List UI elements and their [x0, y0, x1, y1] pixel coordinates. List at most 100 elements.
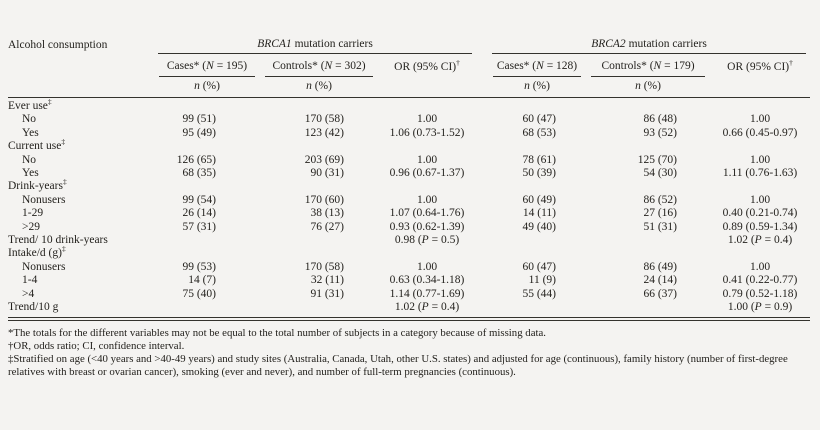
- brca1-controls-cell: 170 (60): [304, 193, 344, 206]
- group-gap: [476, 127, 488, 140]
- brca2-or-cell: [710, 140, 810, 153]
- brca2-cases-cell: 49 (40): [522, 220, 556, 233]
- brca2-cases-cell: [488, 247, 586, 260]
- brca1-or-cell: 1.06 (0.73-1.52): [389, 126, 465, 139]
- brca1-or-cell: 0.98 (P = 0.5): [394, 234, 460, 247]
- group-gap: [476, 274, 488, 287]
- brca2-controls-cell: 54 (30): [643, 167, 677, 180]
- table-body: Ever use‡ No 99 (51) 170 (58) 1.00 60 (47) 86 …: [8, 97, 810, 315]
- brca1-cases-cell: [154, 100, 260, 113]
- group-gap: [476, 28, 488, 98]
- brca1-controls-cell: 170 (58): [304, 260, 344, 273]
- table-row: Yes 95 (49) 123 (42) 1.06 (0.73-1.52) 68 (53…: [8, 127, 810, 140]
- brca2-controls-cell: [586, 301, 710, 314]
- group-gap: [476, 301, 488, 314]
- brca2-cases-cell: 11 (9): [528, 274, 556, 287]
- brca2-or-cell: 0.79 (0.52-1.18): [722, 287, 798, 300]
- row-label: Trend/ 10 drink-years: [8, 234, 108, 247]
- table-row: 1-29 26 (14) 38 (13) 1.07 (0.64-1.76) 14 (11…: [8, 207, 810, 220]
- brca1-cases-cell: [154, 234, 260, 247]
- brca2-or-cell: 0.40 (0.21-0.74): [722, 207, 798, 220]
- group-gap: [476, 180, 488, 193]
- alcohol-consumption-table: Alcohol consumption BRCA1 mutation carri…: [8, 28, 810, 321]
- brca2-controls-cell: 86 (48): [643, 113, 677, 126]
- table-row: No 99 (51) 170 (58) 1.00 60 (47) 86 (48) 1.00: [8, 113, 810, 126]
- scanned-paper-table: Alcohol consumption BRCA1 mutation carri…: [0, 28, 820, 430]
- table-row: Intake/d (g)‡: [8, 245, 810, 260]
- brca2-cases-cell: 68 (53): [522, 126, 556, 139]
- brca2-group-header: BRCA2 mutation carriers: [488, 28, 810, 54]
- brca2-controls-cell: [586, 234, 710, 247]
- brca2-controls-cell: 24 (14): [643, 274, 677, 287]
- brca1-or-cell: 1.02 (P = 0.4): [394, 301, 460, 314]
- table-row: Trend/10 g 1.02 (P = 0.4) 1.00 (P = 0.9): [8, 301, 810, 314]
- brca1-controls-header: Controls* (N = 302): [260, 54, 378, 77]
- table-row: No 126 (65) 203 (69) 1.00 78 (61) 125 (70) 1.0…: [8, 154, 810, 167]
- group-gap: [476, 100, 488, 113]
- brca1-or-cell: [378, 180, 476, 193]
- brca1-or-cell: 1.00: [416, 113, 438, 126]
- footnote-adjustment: ‡Stratified on age (<40 years and >40-49…: [8, 352, 788, 378]
- brca2-or-cell: 1.00: [749, 193, 771, 206]
- row-header-label: Alcohol consumption: [8, 39, 108, 51]
- table-row: Current use‡: [8, 138, 810, 153]
- row-label: Yes: [22, 126, 39, 139]
- brca1-cases-cell: [154, 247, 260, 260]
- brca1-controls-n-header: n (%): [306, 80, 332, 92]
- brca1-controls-cell: [260, 100, 378, 113]
- group-gap: [476, 247, 488, 260]
- brca1-controls-cell: 32 (11): [310, 274, 344, 287]
- brca2-or-cell: 0.41 (0.22-0.77): [722, 274, 798, 287]
- group-gap: [476, 261, 488, 274]
- brca2-cases-cell: [488, 140, 586, 153]
- brca2-or-cell: [710, 247, 810, 260]
- brca1-controls-cell: 203 (69): [304, 153, 344, 166]
- brca1-or-cell: [378, 100, 476, 113]
- brca2-cases-cell: 60 (47): [522, 260, 556, 273]
- brca2-controls-cell: 66 (37): [643, 287, 677, 300]
- brca2-controls-cell: [586, 100, 710, 113]
- brca1-cases-cell: 57 (31): [182, 220, 216, 233]
- brca1-or-cell: 1.00: [416, 193, 438, 206]
- brca2-or-cell: 0.66 (0.45-0.97): [722, 126, 798, 139]
- brca1-or-cell: 0.93 (0.62-1.39): [389, 220, 465, 233]
- brca2-group-label: BRCA2 mutation carriers: [492, 38, 806, 54]
- brca2-controls-cell: [586, 180, 710, 193]
- brca1-group-header: BRCA1 mutation carriers: [154, 28, 476, 54]
- brca2-cases-header: Cases* (N = 128): [488, 54, 586, 77]
- brca1-cases-cell: 126 (65): [176, 153, 216, 166]
- row-label: No: [22, 113, 37, 126]
- brca1-cases-cell: 99 (51): [182, 113, 216, 126]
- brca2-cases-n-header: n (%): [524, 80, 550, 92]
- brca1-controls-cell: 123 (42): [304, 126, 344, 139]
- brca2-or-cell: 1.00 (P = 0.9): [727, 301, 793, 314]
- table-row: Nonusers 99 (53) 170 (58) 1.00 60 (47) 86 (49…: [8, 261, 810, 274]
- brca2-cases-cell: [488, 301, 586, 314]
- brca2-controls-header: Controls* (N = 179): [586, 54, 710, 77]
- row-label: Ever use‡: [8, 97, 52, 112]
- brca2-or-cell: 1.02 (P = 0.4): [727, 234, 793, 247]
- brca1-cases-cell: 75 (40): [182, 287, 216, 300]
- row-label: Nonusers: [22, 260, 66, 273]
- brca2-or-cell: 1.00: [749, 113, 771, 126]
- brca2-or-cell: 1.00: [749, 260, 771, 273]
- row-label: 1-29: [22, 207, 44, 220]
- brca2-cases-cell: 14 (11): [522, 207, 556, 220]
- group-gap: [476, 113, 488, 126]
- brca1-cases-cell: 99 (53): [182, 260, 216, 273]
- brca1-cases-cell: [154, 140, 260, 153]
- brca1-controls-cell: 76 (27): [310, 220, 344, 233]
- brca2-or-header: OR (95% CI)†: [727, 58, 793, 73]
- group-gap: [476, 221, 488, 234]
- group-gap: [476, 140, 488, 153]
- empty-cell: [378, 77, 476, 98]
- brca1-cases-cell: 95 (49): [182, 126, 216, 139]
- brca1-or-header: OR (95% CI)†: [394, 58, 460, 73]
- row-label: Drink-years‡: [8, 177, 67, 193]
- brca1-or-cell: 1.07 (0.64-1.76): [389, 207, 465, 220]
- brca1-controls-cell: 91 (31): [310, 287, 344, 300]
- table-row: Drink-years‡: [8, 177, 810, 193]
- row-label: Yes: [22, 167, 39, 180]
- brca1-controls-cell: [260, 140, 378, 153]
- table-row: >29 57 (31) 76 (27) 0.93 (0.62-1.39) 49 (40)…: [8, 221, 810, 234]
